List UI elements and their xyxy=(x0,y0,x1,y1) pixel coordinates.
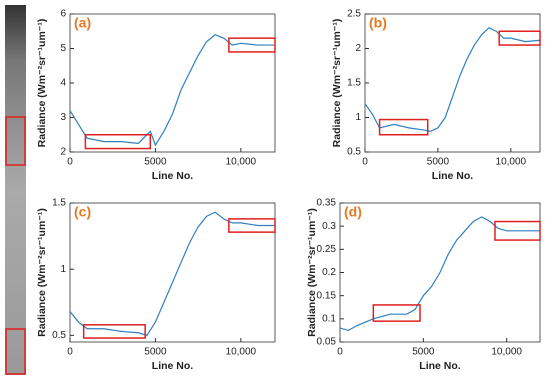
y-tick-label: 0.05 xyxy=(317,337,337,348)
y-tick-label: 1 xyxy=(355,112,361,123)
x-axis-label: Line No. xyxy=(152,170,193,182)
x-tick-label: 0 xyxy=(67,347,73,358)
y-tick-label: 2 xyxy=(60,147,66,158)
x-tick-label: 10,000 xyxy=(491,347,522,358)
highlight-box xyxy=(378,118,429,136)
panel-label: (d) xyxy=(344,204,362,220)
x-tick-label: 5000 xyxy=(144,347,167,358)
y-tick-label: 1 xyxy=(60,264,66,275)
y-tick-label: 0.35 xyxy=(317,198,337,209)
data-line xyxy=(69,211,275,337)
x-tick-label: 5000 xyxy=(427,157,450,168)
y-tick-label: 0.5 xyxy=(347,147,361,158)
panel-label: (a) xyxy=(74,15,91,31)
panel-label: (b) xyxy=(369,15,387,31)
highlight-box xyxy=(372,304,421,322)
strip-box xyxy=(5,328,26,375)
x-tick-label: 10,000 xyxy=(226,347,257,358)
y-tick-label: 0.1 xyxy=(322,313,336,324)
x-axis-label: Line No. xyxy=(419,360,460,372)
x-tick-label: 5000 xyxy=(144,157,167,168)
x-tick-label: 10,000 xyxy=(496,157,527,168)
x-tick-label: 0 xyxy=(337,347,343,358)
image-strip xyxy=(5,5,26,375)
plot-area xyxy=(364,13,541,153)
plot-area xyxy=(69,13,276,153)
y-tick-label: 4 xyxy=(60,78,66,89)
plot-area xyxy=(69,202,276,343)
y-tick-label: 0.15 xyxy=(317,290,337,301)
highlight-box xyxy=(494,220,541,241)
y-tick-label: 2 xyxy=(355,43,361,54)
y-axis-label: Radiance (Wm⁻²sr⁻¹um⁻¹) xyxy=(306,208,318,337)
x-tick-label: 5000 xyxy=(412,347,435,358)
y-tick-label: 3 xyxy=(60,112,66,123)
panel-label: (c) xyxy=(74,204,91,220)
highlight-box xyxy=(82,324,146,339)
y-tick-label: 5 xyxy=(60,43,66,54)
y-axis-label: Radiance (Wm⁻²sr⁻¹um⁻¹) xyxy=(331,19,343,148)
data-line xyxy=(339,216,540,332)
y-tick-label: 0.3 xyxy=(322,221,336,232)
highlight-box xyxy=(228,37,276,53)
y-tick-label: 0.25 xyxy=(317,244,337,255)
highlight-box xyxy=(228,218,276,233)
x-axis-label: Line No. xyxy=(152,360,193,372)
y-tick-label: 1.5 xyxy=(52,198,66,209)
highlight-box xyxy=(498,30,541,46)
x-tick-label: 10,000 xyxy=(226,157,257,168)
highlight-box xyxy=(84,134,152,150)
data-line xyxy=(69,34,275,147)
x-tick-label: 0 xyxy=(362,157,368,168)
strip-box xyxy=(5,116,26,166)
y-tick-label: 1.5 xyxy=(347,78,361,89)
y-tick-label: 0.5 xyxy=(52,330,66,341)
y-tick-label: 2.5 xyxy=(347,9,361,20)
data-line xyxy=(364,27,541,132)
y-axis-label: Radiance (Wm⁻²sr⁻¹um⁻¹) xyxy=(36,208,48,337)
y-tick-label: 0.2 xyxy=(322,267,336,278)
x-axis-label: Line No. xyxy=(432,170,473,182)
y-tick-label: 6 xyxy=(60,9,66,20)
y-axis-label: Radiance (Wm⁻²sr⁻¹um⁻¹) xyxy=(36,19,48,148)
x-tick-label: 0 xyxy=(67,157,73,168)
